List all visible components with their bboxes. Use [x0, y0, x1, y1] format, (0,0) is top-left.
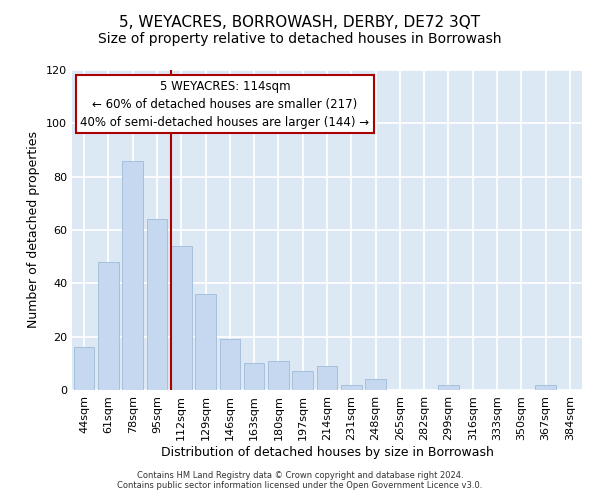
X-axis label: Distribution of detached houses by size in Borrowash: Distribution of detached houses by size … [161, 446, 493, 458]
Bar [365, 380, 386, 390]
Bar [268, 360, 289, 390]
Bar [292, 372, 313, 390]
Bar [171, 246, 191, 390]
Bar [244, 364, 265, 390]
Bar [74, 348, 94, 390]
Bar [341, 384, 362, 390]
Bar [535, 384, 556, 390]
Text: 5 WEYACRES: 114sqm
← 60% of detached houses are smaller (217)
40% of semi-detach: 5 WEYACRES: 114sqm ← 60% of detached hou… [80, 80, 370, 128]
Bar [220, 340, 240, 390]
Bar [317, 366, 337, 390]
Bar [98, 262, 119, 390]
Bar [122, 160, 143, 390]
Y-axis label: Number of detached properties: Number of detached properties [28, 132, 40, 328]
Bar [195, 294, 216, 390]
Text: Size of property relative to detached houses in Borrowash: Size of property relative to detached ho… [98, 32, 502, 46]
Text: Contains HM Land Registry data © Crown copyright and database right 2024.
Contai: Contains HM Land Registry data © Crown c… [118, 470, 482, 490]
Bar [438, 384, 459, 390]
Bar [146, 220, 167, 390]
Text: 5, WEYACRES, BORROWASH, DERBY, DE72 3QT: 5, WEYACRES, BORROWASH, DERBY, DE72 3QT [119, 15, 481, 30]
